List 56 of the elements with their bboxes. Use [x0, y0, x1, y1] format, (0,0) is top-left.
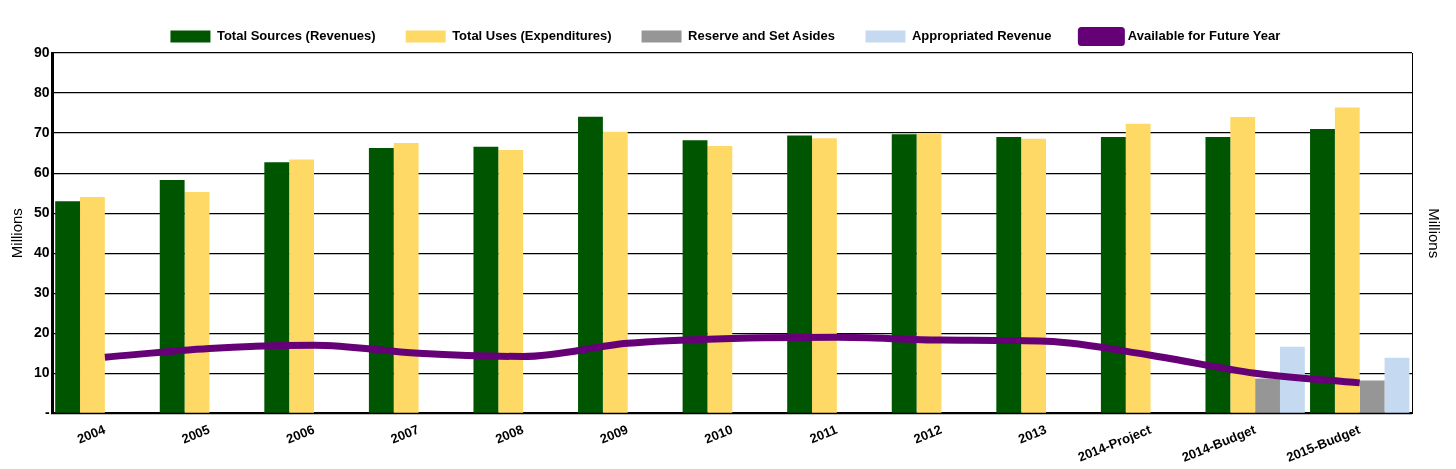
bar [473, 146, 499, 413]
bar [1100, 137, 1126, 413]
bar [1310, 129, 1335, 413]
bar [1230, 117, 1256, 413]
y-tick-label: 80 [33, 83, 50, 100]
legend-label: Reserve and Set Asides [688, 28, 835, 44]
bar [578, 116, 603, 413]
bar [1384, 357, 1410, 413]
y-tick-label: 50 [33, 204, 50, 220]
legend-label: Total Sources (Revenues) [216, 28, 376, 44]
x-tick-label: 2006 [284, 421, 317, 447]
y-tick-label: 30 [33, 284, 50, 301]
y-axis-title: Millions [8, 208, 26, 259]
bar [289, 159, 314, 413]
x-tick-label: 2011 [807, 421, 840, 447]
legend-label: Appropriated Revenue [911, 28, 1052, 44]
x-tick-label: 2010 [702, 421, 735, 447]
x-tick-label: 2007 [388, 421, 422, 447]
bar [996, 137, 1022, 413]
y-tick-label: - [44, 404, 50, 421]
bar [80, 197, 105, 413]
bar [1255, 378, 1280, 413]
bar [787, 135, 813, 413]
y-tick-label: 70 [33, 123, 50, 140]
legend-label: Total Uses (Expenditures) [452, 28, 612, 44]
bar [1021, 138, 1046, 413]
bar [1125, 123, 1151, 413]
y-tick-label: 60 [33, 163, 50, 180]
bar [682, 140, 708, 413]
bar [264, 162, 290, 413]
bar [707, 145, 733, 413]
x-tick-label: 2005 [179, 421, 212, 447]
bar [916, 133, 942, 413]
bar [1205, 137, 1231, 413]
bar [55, 201, 81, 413]
x-tick-label: 2013 [1016, 421, 1049, 447]
bar [891, 134, 917, 413]
bar [393, 143, 419, 413]
y2-axis-title: Millions [1425, 208, 1443, 259]
bar [159, 179, 185, 413]
bar [602, 131, 628, 413]
x-tick-label: 2012 [911, 421, 944, 447]
bar [368, 147, 394, 413]
bar [498, 149, 524, 413]
y-tick-label: 40 [33, 244, 50, 261]
x-tick-label: 2008 [493, 421, 526, 447]
bar [1359, 380, 1385, 413]
legend-label: Available for Future Year [1127, 28, 1281, 44]
bar [1334, 107, 1360, 413]
x-tick-label: 2004 [74, 421, 109, 447]
bar [812, 138, 837, 413]
bar [184, 191, 210, 413]
y-tick-label: 20 [33, 324, 50, 341]
x-tick-label: 2009 [597, 421, 631, 447]
y-tick-label: 90 [33, 43, 50, 60]
y-tick-label: 10 [33, 364, 50, 381]
